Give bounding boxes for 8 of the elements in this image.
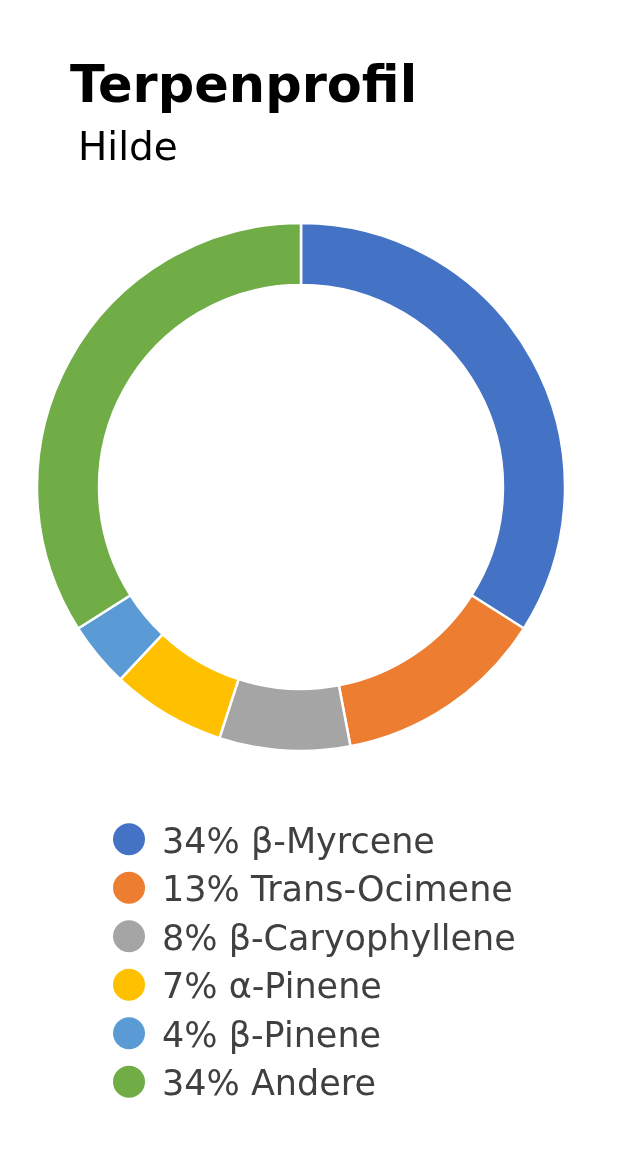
chart-subtitle: Hilde — [78, 124, 178, 169]
legend-label: 8% β-Caryophyllene — [162, 917, 516, 958]
legend-label: 7% α-Pinene — [162, 966, 382, 1007]
legend-label: 4% β-Pinene — [162, 1014, 382, 1055]
legend-label: 34% β-Myrcene — [162, 820, 435, 861]
legend-label: 13% Trans-Ocimene — [162, 869, 513, 910]
legend-label: 34% Andere — [162, 1063, 376, 1104]
chart-title: Terpenprofil — [70, 54, 418, 114]
